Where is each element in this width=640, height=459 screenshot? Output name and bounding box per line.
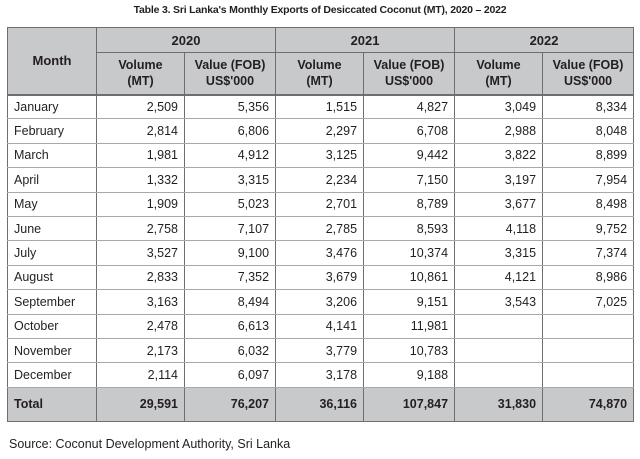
table-row: September 3,163 8,494 3,206 9,151 3,543 7,025 (7, 289, 635, 315)
table-row: December 2,114 6,097 3,178 9,188 (7, 362, 635, 388)
volume-header-2020: Volume (MT) (96, 52, 185, 95)
total-volume-2020: 29,591 (96, 386, 185, 422)
table-row: March 1,981 4,912 3,125 9,442 3,822 8,899 (7, 142, 635, 169)
table-body: January 2,509 5,356 1,515 4,827 3,049 8,334 Fe… (7, 93, 635, 422)
value-header-2022: Value (FOB) US$'000 (542, 52, 635, 95)
volume-header-2021: Volume (MT) (275, 52, 365, 95)
table-row: May 1,909 5,023 2,701 8,789 3,677 8,498 (7, 191, 635, 217)
table-caption: Table 3. Sri Lanka's Monthly Exports of … (133, 4, 507, 16)
total-volume-2021: 36,116 (275, 386, 365, 422)
table-row: January 2,509 5,356 1,515 4,827 3,049 8,334 (7, 93, 635, 120)
total-label: Total (7, 386, 97, 422)
month-column-header: Month (7, 27, 97, 95)
table-row: July 3,527 9,100 3,476 10,374 3,315 7,374 (7, 240, 635, 266)
table-row: April 1,332 3,315 2,234 7,150 3,197 7,954 (7, 167, 635, 193)
year-header-2021: 2021 (275, 27, 456, 53)
year-header-2022: 2022 (454, 27, 635, 53)
year-header-row: Month 2020 2021 2022 (7, 27, 635, 95)
subheader-row: Volume (MT) Value (FOB) US$'000 Volume (MT)… (8, 52, 635, 95)
total-volume-2022: 31,830 (454, 386, 544, 422)
exports-table: Month 2020 2021 2022 Volume (MT) Value (F… (7, 27, 635, 422)
total-value-2021: 107,847 (363, 386, 456, 422)
source-note: Source: Coconut Development Authority, S… (9, 437, 291, 451)
value-header-2020: Value (FOB) US$'000 (183, 52, 277, 95)
table-row: June 2,758 7,107 2,785 8,593 4,118 9,752 (7, 215, 635, 242)
table-row: August 2,833 7,352 3,679 10,861 4,121 8,986 (7, 264, 635, 291)
total-value-2020: 76,207 (183, 386, 277, 422)
table-header: Month 2020 2021 2022 Volume (MT) Value (F… (7, 27, 635, 95)
table-row: February 2,814 6,806 2,297 6,708 2,988 8,048 (7, 118, 635, 144)
table-row: November 2,173 6,032 3,779 10,783 (7, 337, 635, 364)
value-header-2021: Value (FOB) US$'000 (363, 52, 456, 95)
volume-header-2022: Volume (MT) (454, 52, 544, 95)
total-row: Total 29,591 76,207 36,116 107,847 31,83… (7, 386, 635, 422)
year-header-2020: 2020 (95, 27, 277, 53)
table-row: October 2,478 6,613 4,141 11,981 (7, 313, 635, 339)
total-value-2022: 74,870 (542, 386, 635, 422)
